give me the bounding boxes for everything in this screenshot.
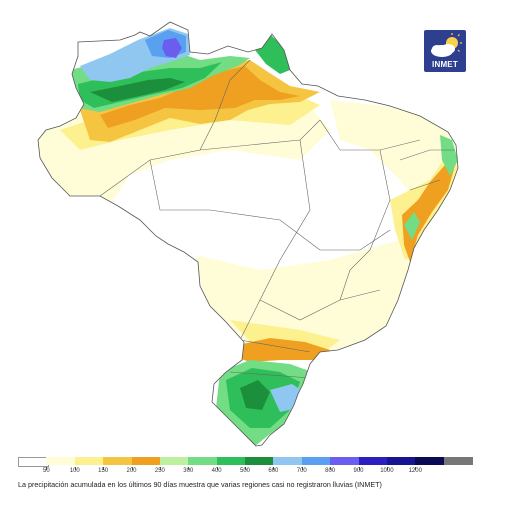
legend-swatch	[103, 457, 132, 465]
legend-swatch	[358, 457, 388, 465]
legend-tick	[216, 467, 218, 470]
legend-tick	[301, 467, 303, 470]
legend-tick-label: 1200	[408, 468, 422, 474]
legend-swatch	[301, 457, 331, 465]
legend-swatch	[273, 457, 303, 465]
legend-swatch	[188, 457, 218, 465]
legend-tick-label: 600	[268, 468, 279, 474]
zone-150-250-east-coast	[402, 150, 456, 262]
brazil-precipitation-map	[37, 21, 459, 447]
legend-tick-label: 100	[69, 468, 80, 474]
legend-tick-label: 900	[353, 468, 364, 474]
zone-500-600-amazon-inner	[90, 78, 185, 102]
legend-swatch	[245, 457, 274, 465]
legend-tick	[103, 467, 105, 470]
legend-swatch	[386, 457, 416, 465]
legend-tick-label: 50	[43, 468, 50, 474]
cloud-sun-icon	[431, 33, 462, 57]
zone-200-250-north-core	[100, 66, 300, 128]
legend-swatch	[46, 457, 76, 465]
zone-150-250-south	[238, 338, 330, 362]
legend-swatch	[330, 457, 359, 465]
legend-swatch	[443, 457, 473, 465]
legend-tick	[358, 467, 360, 470]
zone-250-300-northeast-tip	[440, 135, 458, 176]
legend-tick	[159, 467, 161, 470]
legend-tick-label: 700	[296, 468, 307, 474]
legend-tick-label: 500	[239, 468, 251, 474]
legend-tick	[46, 467, 48, 470]
legend-color-bar: 50 100 150 200 250 300 400 500 600 700 800 900 1000 1…	[18, 457, 473, 474]
legend-tick	[74, 467, 76, 470]
inmet-logo: INMET	[424, 30, 466, 72]
legend-swatch	[159, 457, 189, 465]
legend-tick	[386, 467, 388, 470]
legend-tick	[330, 467, 332, 470]
legend-swatch	[415, 457, 445, 465]
legend-tick-label: 1000	[380, 468, 394, 474]
inmet-logo-text: INMET	[432, 60, 458, 69]
zone-800-900-roraima-core	[162, 38, 182, 58]
state-boundaries	[99, 59, 455, 379]
legend-tick-label: 400	[211, 468, 222, 474]
legend-tick	[415, 467, 417, 470]
brazil-outline	[37, 21, 459, 447]
legend-swatch	[131, 457, 161, 465]
legend-tick-label: 200	[126, 468, 137, 474]
zone-500-600-south-inner	[240, 380, 270, 410]
legend-tick-label: 800	[325, 468, 336, 474]
legend-tick	[273, 467, 275, 470]
legend-tick	[245, 467, 246, 470]
legend-tick-label: 250	[154, 468, 165, 474]
precipitation-legend: 50 100 150 200 250 300 400 500 600 700 800 900 1000 1…	[0, 455, 508, 475]
legend-swatch	[74, 457, 104, 465]
zone-250-300-east-coast	[404, 212, 420, 240]
legend-tick	[131, 467, 133, 470]
legend-tick	[188, 467, 190, 470]
legend-tick-label: 300	[183, 468, 194, 474]
legend-tick-label: 150	[98, 468, 109, 474]
legend-swatch	[18, 457, 49, 467]
legend-swatch	[216, 457, 246, 465]
map-caption: La precipitación acumulada en los último…	[18, 480, 382, 489]
